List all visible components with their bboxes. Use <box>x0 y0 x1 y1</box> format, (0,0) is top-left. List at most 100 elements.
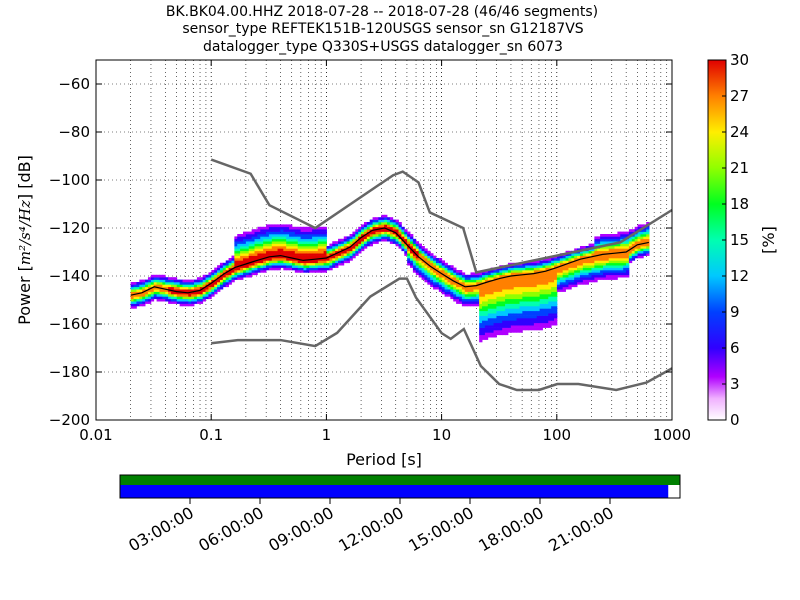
histogram-cell <box>266 267 270 271</box>
histogram-cell <box>571 265 575 268</box>
histogram-cell <box>291 243 296 247</box>
histogram-cell <box>283 243 287 247</box>
histogram-cell <box>153 289 157 292</box>
histogram-cell <box>289 267 293 271</box>
histogram-cell <box>260 250 264 254</box>
histogram-cell <box>461 286 466 290</box>
histogram-cell <box>300 255 304 259</box>
histogram-cell <box>251 243 255 247</box>
histogram-cell <box>176 289 181 292</box>
histogram-cell <box>536 272 541 276</box>
histogram-cell <box>505 303 509 307</box>
histogram-cell <box>260 229 264 232</box>
histogram-cell <box>240 253 244 256</box>
histogram-cell <box>271 224 276 228</box>
histogram-cell <box>401 226 405 230</box>
histogram-cell <box>614 248 618 252</box>
histogram-cell <box>554 284 558 288</box>
histogram-cell <box>522 320 526 324</box>
histogram-cell <box>170 296 175 300</box>
histogram-cell <box>551 289 555 292</box>
histogram-cell <box>487 306 492 309</box>
histogram-cell <box>545 301 549 304</box>
histogram-cell <box>309 265 313 268</box>
histogram-cell <box>274 267 278 271</box>
histogram-cell <box>433 286 437 290</box>
histogram-cell <box>366 243 371 247</box>
histogram-cell <box>424 250 428 254</box>
histogram-cell <box>320 234 325 237</box>
histogram-cell <box>617 274 621 278</box>
histogram-cell <box>352 236 356 240</box>
histogram-cell <box>312 250 316 254</box>
histogram-cell <box>479 327 483 331</box>
histogram-cell <box>539 267 543 271</box>
histogram-cell <box>133 284 137 288</box>
histogram-cell <box>602 260 607 264</box>
histogram-cell <box>263 267 267 271</box>
histogram-cell <box>228 277 232 280</box>
histogram-cell <box>594 267 598 271</box>
histogram-cell <box>268 231 273 235</box>
histogram-cell <box>571 262 575 266</box>
histogram-cell <box>643 250 647 254</box>
histogram-cell <box>358 248 362 252</box>
histogram-cell <box>611 272 615 276</box>
histogram-cell <box>130 298 134 302</box>
histogram-cell <box>297 267 301 271</box>
histogram-cell <box>519 296 523 300</box>
plot-area: 0.01 0.1 1 10 100 1000 −200−180−160−140−120−1… <box>49 59 691 444</box>
histogram-cell <box>283 246 287 249</box>
histogram-cell <box>505 294 509 297</box>
histogram-cell <box>314 248 319 252</box>
histogram-cell <box>600 267 604 271</box>
histogram-cell <box>237 236 241 240</box>
histogram-cell <box>522 279 526 283</box>
histogram-cell <box>340 262 345 266</box>
histogram-cell <box>479 296 483 300</box>
histogram-cell <box>306 248 310 252</box>
histogram-cell <box>646 231 650 235</box>
histogram-cell <box>205 296 209 300</box>
histogram-cell <box>263 236 267 240</box>
histogram-cell <box>297 246 301 249</box>
histogram-cell <box>611 241 615 244</box>
histogram-cell <box>490 313 494 316</box>
histogram-cell <box>479 298 483 302</box>
histogram-cell <box>257 265 261 268</box>
histogram-cell <box>242 238 247 242</box>
histogram-cell <box>643 236 647 240</box>
histogram-cell <box>490 325 494 328</box>
histogram-cell <box>173 286 178 290</box>
histogram-cell <box>150 291 155 295</box>
histogram-cell <box>196 279 201 283</box>
histogram-cell <box>571 282 575 285</box>
histogram-cell <box>291 248 296 252</box>
histogram-cell <box>170 291 175 295</box>
histogram-cell <box>352 243 356 247</box>
histogram-cell <box>562 265 566 268</box>
histogram-cell <box>461 298 466 302</box>
histogram-cell <box>545 262 549 266</box>
histogram-cell <box>545 267 549 271</box>
histogram-cell <box>643 241 647 244</box>
histogram-cell <box>519 313 523 316</box>
histogram-cell <box>271 267 276 271</box>
histogram-cell <box>453 279 457 283</box>
histogram-cell <box>510 270 515 273</box>
histogram-cell <box>458 286 463 290</box>
histogram-cell <box>536 279 541 283</box>
histogram-cell <box>338 262 342 266</box>
histogram-cell <box>536 320 541 324</box>
histogram-cell <box>502 272 506 276</box>
histogram-cell <box>519 267 523 271</box>
histogram-cell <box>628 229 633 232</box>
histogram-cell <box>427 272 431 276</box>
histogram-cell <box>548 318 552 321</box>
histogram-cell <box>199 291 204 295</box>
histogram-cell <box>320 270 325 273</box>
histogram-cell <box>507 315 512 319</box>
histogram-cell <box>614 255 618 259</box>
histogram-cell <box>392 236 397 240</box>
histogram-cell <box>542 282 546 285</box>
